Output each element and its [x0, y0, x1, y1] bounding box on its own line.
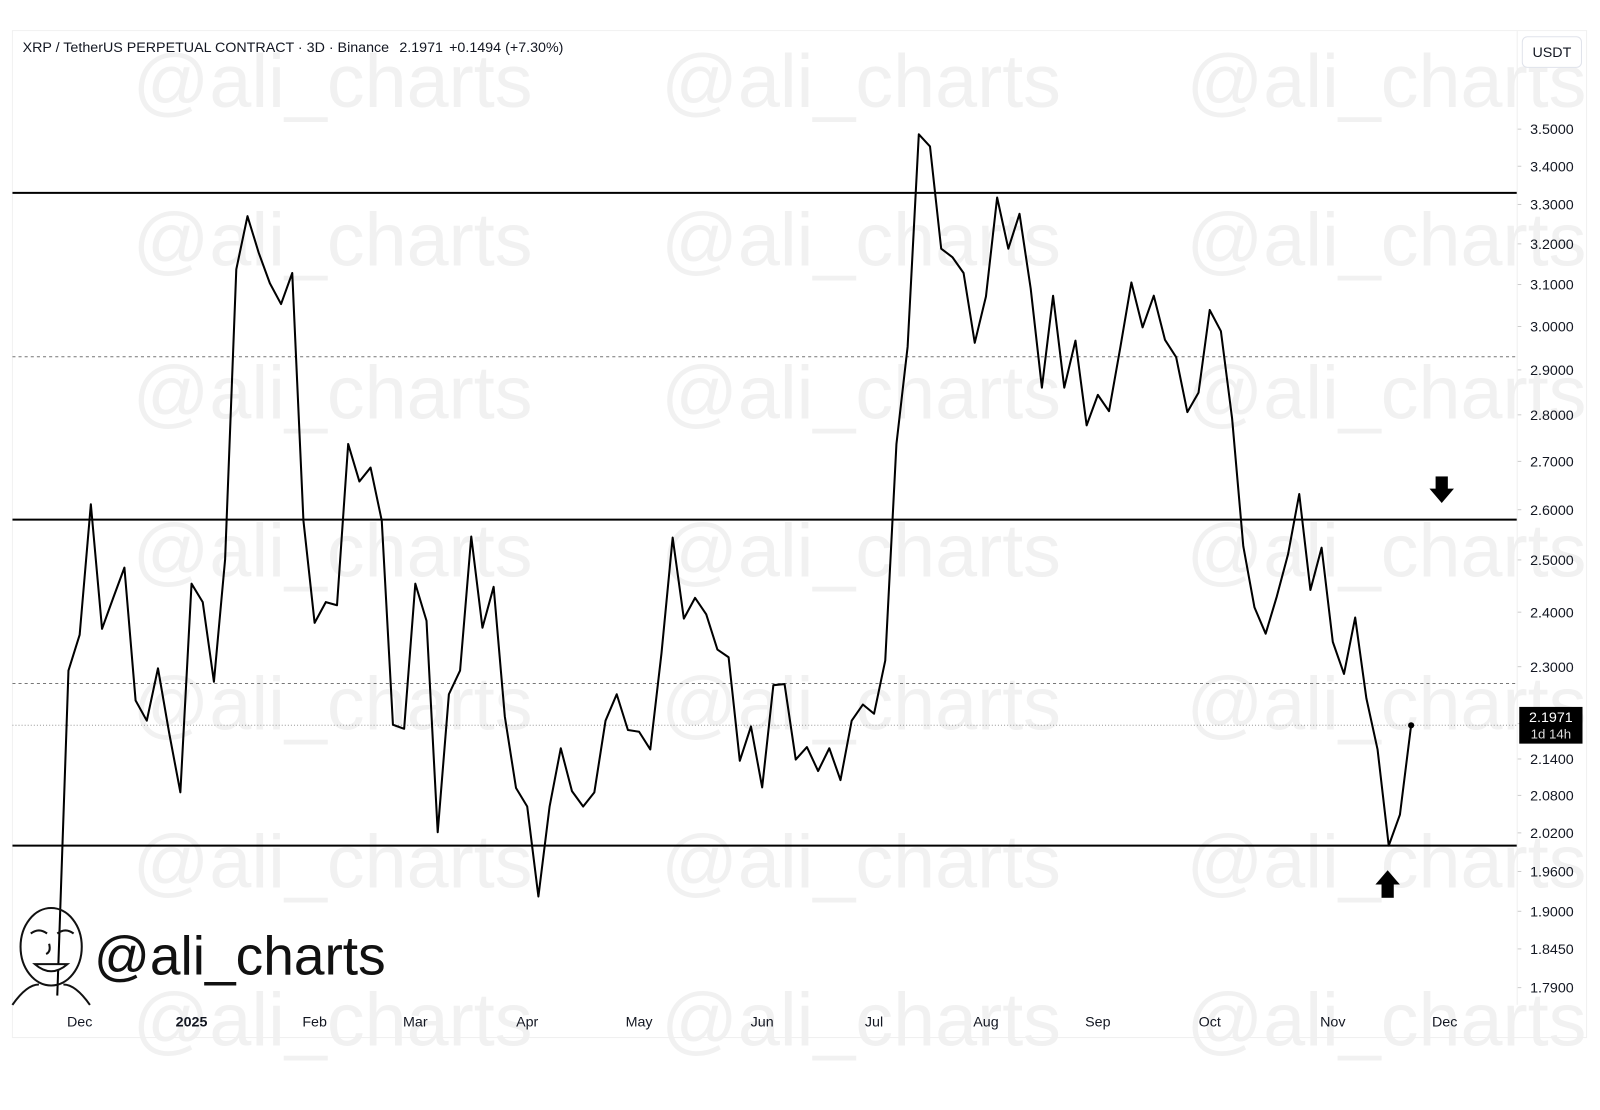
y-tick-label: 2.5000 [1530, 553, 1574, 569]
watermark-tile: @ali_charts [1187, 350, 1587, 434]
currency-label[interactable]: USDT [1532, 45, 1571, 61]
x-tick-label: Jul [865, 1014, 883, 1030]
y-tick-label: 2.1400 [1530, 752, 1574, 768]
y-tick-label: 2.8000 [1530, 408, 1574, 424]
watermark-tile: @ali_charts [133, 39, 533, 123]
watermark-tile: @ali_charts [133, 661, 533, 745]
arrow-down [1429, 476, 1454, 503]
last-price: 2.1971 [399, 40, 443, 56]
x-tick-label: Mar [403, 1014, 428, 1030]
chart-frame [11, 30, 1588, 1039]
watermark-tile: @ali_charts [661, 661, 1061, 745]
y-tick-label: 2.0800 [1530, 788, 1574, 804]
y-tick-label: 2.4000 [1530, 605, 1574, 621]
y-tick-label: 1.9600 [1530, 865, 1574, 881]
x-tick-label: Aug [973, 1014, 998, 1030]
y-tick-label: 3.5000 [1530, 122, 1574, 138]
x-tick-label: Dec [1432, 1014, 1457, 1030]
y-tick-label: 3.3000 [1530, 198, 1574, 214]
watermark-tile: @ali_charts [661, 508, 1061, 592]
y-tick-label: 2.6000 [1530, 503, 1574, 519]
logo-face [11, 906, 91, 1006]
y-tick-label: 2.7000 [1530, 454, 1574, 470]
watermark-tile: @ali_charts [133, 197, 533, 281]
watermark-tile: @ali_charts [661, 820, 1061, 904]
watermark-tile: @ali_charts [661, 197, 1061, 281]
watermark-layer: @ali_charts @ali_charts @ali_charts @ali_ch… [133, 39, 1587, 1062]
price-box-value: 2.1971 [1529, 710, 1573, 726]
watermark-tile: @ali_charts [1187, 39, 1587, 123]
x-tick-label: Sep [1085, 1014, 1110, 1030]
y-tick-label: 3.1000 [1530, 278, 1574, 294]
chart-header: XRP / TetherUS PERPETUAL CONTRACT · 3D ·… [23, 40, 564, 56]
arrow-up [1375, 870, 1400, 898]
watermark-tile: @ali_charts [661, 350, 1061, 434]
x-tick-label: Jun [751, 1014, 774, 1030]
watermark-tile: @ali_charts [133, 820, 533, 904]
price-box: 2.1971 1d 14h [1519, 706, 1583, 744]
y-tick-label: 1.9000 [1530, 904, 1574, 920]
watermark-signature: @ali_charts [94, 924, 386, 986]
watermark-tile: @ali_charts [133, 350, 533, 434]
watermark-tile: @ali_charts [1187, 508, 1587, 592]
x-tick-label: Dec [67, 1014, 92, 1030]
y-tick-label: 3.0000 [1530, 320, 1574, 336]
watermark-tile: @ali_charts [661, 39, 1061, 123]
y-tick-label: 1.7900 [1530, 981, 1574, 997]
currency-box[interactable] [1521, 36, 1582, 68]
y-tick-label: 1.8450 [1530, 942, 1574, 958]
x-tick-label: Feb [302, 1014, 327, 1030]
y-tick-label: 3.4000 [1530, 159, 1574, 175]
last-point [1408, 722, 1415, 729]
price-box-bg [1519, 706, 1583, 744]
price-change: +0.1494 [449, 40, 501, 56]
watermark-tile: @ali_charts [1187, 978, 1587, 1062]
watermark-tile: @ali_charts [133, 978, 533, 1062]
watermark-tile: @ali_charts [1187, 197, 1587, 281]
y-tick-label: 2.9000 [1530, 363, 1574, 379]
price-box-countdown: 1d 14h [1531, 727, 1572, 742]
plot-area [12, 133, 1518, 996]
y-tick-label: 2.3000 [1530, 660, 1574, 676]
axes: 3.5000 3.4000 3.3000 3.2000 3.1000 3.0000 2.90… [67, 30, 1574, 1030]
price-change-pct: (+7.30%) [505, 40, 563, 56]
chart-title: XRP / TetherUS PERPETUAL CONTRACT · 3D ·… [23, 40, 390, 56]
price-line [56, 133, 1413, 996]
x-tick-label: Nov [1320, 1014, 1346, 1030]
x-tick-label: Oct [1199, 1014, 1221, 1030]
x-tick-label: 2025 [176, 1014, 208, 1030]
y-tick-label: 3.2000 [1530, 237, 1574, 253]
x-tick-label: Apr [516, 1014, 538, 1030]
watermark-tile: @ali_charts [133, 508, 533, 592]
x-tick-label: May [626, 1014, 654, 1030]
watermark-tile: @ali_charts [661, 978, 1061, 1062]
y-tick-label: 2.0200 [1530, 826, 1574, 842]
